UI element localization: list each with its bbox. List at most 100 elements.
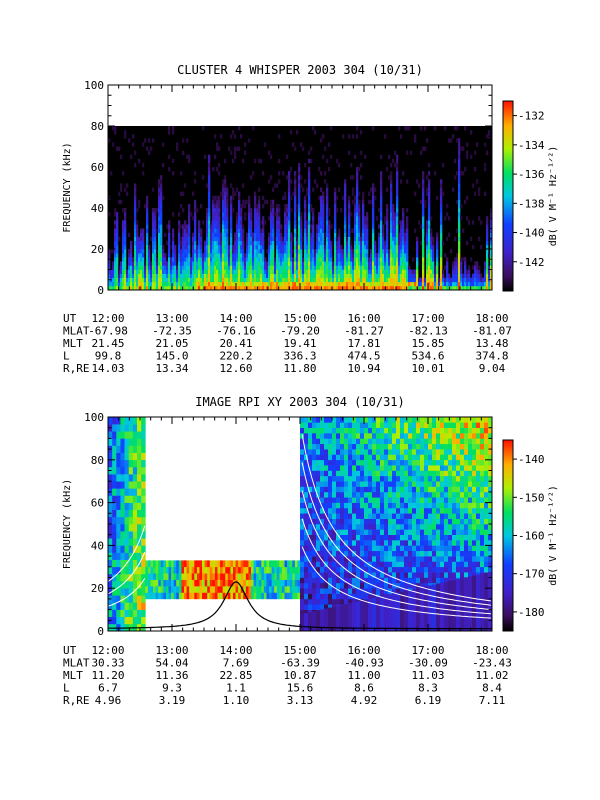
ephemeris-value: 18:00 — [475, 644, 508, 657]
ephemeris-value: -23.43 — [472, 657, 512, 670]
ephemeris-value: 17:00 — [411, 312, 444, 325]
rpi-block-middle — [145, 560, 301, 600]
ephemeris-value: 22.85 — [219, 669, 252, 682]
ephemeris-row-label: MLT — [63, 669, 83, 682]
colorbar-tick-label: -170 — [518, 568, 545, 581]
ephemeris-value: -81.07 — [472, 325, 512, 338]
ephemeris-value: -82.13 — [408, 325, 448, 338]
ephemeris-value: 14:00 — [219, 312, 252, 325]
colorbar-gradient — [502, 439, 514, 632]
ephemeris-row-label: L — [63, 350, 70, 363]
ephemeris-value: 12.60 — [219, 362, 252, 375]
y-tick-label: 40 — [91, 539, 104, 552]
rpi-block-early — [108, 417, 146, 632]
chart-title: IMAGE RPI XY 2003 304 (10/31) — [195, 395, 405, 409]
rpi-cutoff-curves — [107, 434, 491, 619]
ephemeris-value: 11.20 — [91, 669, 124, 682]
ephemeris-value: 21.45 — [91, 337, 124, 350]
ephemeris-value: 6.7 — [98, 682, 118, 695]
colorbar-tick-label: -150 — [518, 491, 545, 504]
spectrogram-data — [108, 126, 493, 291]
ephemeris-row-label: R,RE — [63, 362, 90, 375]
ephemeris-value: -63.39 — [280, 657, 320, 670]
ephemeris-value: -67.98 — [88, 325, 128, 338]
ephemeris-row-label: L — [63, 682, 70, 695]
ephemeris-value: 16:00 — [347, 644, 380, 657]
ephemeris-value: 14.03 — [91, 362, 124, 375]
ephemeris-value: -79.20 — [280, 325, 320, 338]
ephemeris-value: 145.0 — [155, 350, 188, 363]
ephemeris-value: 16:00 — [347, 312, 380, 325]
ephemeris-value: 374.8 — [475, 350, 508, 363]
ephemeris-value: 7.11 — [479, 694, 506, 707]
y-tick-label: 0 — [97, 284, 104, 297]
chart-title: CLUSTER 4 WHISPER 2003 304 (10/31) — [177, 63, 423, 77]
panel-2: IMAGE RPI XY 2003 304 (10/31) 0 20 40 60 80 10… — [62, 395, 559, 707]
ephemeris-value: 54.04 — [155, 657, 188, 670]
ephemeris-value: -40.93 — [344, 657, 384, 670]
ephemeris-value: 1.1 — [226, 682, 246, 695]
ephemeris-value: 336.3 — [283, 350, 316, 363]
x-axis — [107, 417, 493, 631]
ephemeris-value: 220.2 — [219, 350, 252, 363]
ephemeris-value: 99.8 — [95, 350, 122, 363]
ephemeris-value: 15.85 — [411, 337, 444, 350]
y-axis-label: FREQUENCY (kHz) — [62, 479, 73, 569]
panel-1: CLUSTER 4 WHISPER 2003 304 (10/31) 0 20 40 6… — [62, 63, 559, 375]
ephemeris-value: 30.33 — [91, 657, 124, 670]
rpi-low-freq-band — [300, 571, 493, 631]
colorbar-gradient — [502, 100, 514, 292]
x-axis — [107, 85, 493, 290]
y-axis: 0 20 40 60 80 100 FREQUENCY (kHz) — [62, 79, 492, 297]
ephemeris-row-label: UT — [63, 312, 77, 325]
ephemeris-table: UT 12:00 13:00 14:00 15:00 16:00 17:00 18:00 MLA… — [63, 644, 512, 707]
y-tick-label: 0 — [97, 625, 104, 638]
ephemeris-value: 474.5 — [347, 350, 380, 363]
ephemeris-value: 13.34 — [155, 362, 188, 375]
ephemeris-row-label: MLT — [63, 337, 83, 350]
ephemeris-row-label: MLAT — [63, 325, 90, 338]
ephemeris-value: 15:00 — [283, 312, 316, 325]
ephemeris-value: 6.19 — [415, 694, 442, 707]
colorbar-tick-label: -132 — [518, 110, 545, 123]
ephemeris-value: 20.41 — [219, 337, 252, 350]
colorbar: -140 -150 -160 -170 -180 dB( V M⁻¹ Hz⁻¹ᐟ²) — [502, 439, 559, 632]
ephemeris-table: UT 12:00 13:00 14:00 15:00 16:00 17:00 18:00 MLA… — [63, 312, 512, 375]
ephemeris-value: 4.96 — [95, 694, 122, 707]
y-tick-label: 80 — [91, 454, 104, 467]
ephemeris-value: -30.09 — [408, 657, 448, 670]
ephemeris-value: 10.94 — [347, 362, 380, 375]
colorbar-label: dB( V M⁻¹ Hz⁻¹ᐟ²) — [548, 146, 559, 247]
colorbar-tick-label: -142 — [518, 256, 545, 269]
ephemeris-value: 7.69 — [223, 657, 250, 670]
ephemeris-value: 18:00 — [475, 312, 508, 325]
ephemeris-value: 13.48 — [475, 337, 508, 350]
ephemeris-value: 12:00 — [91, 644, 124, 657]
ephemeris-value: -76.16 — [216, 325, 256, 338]
ephemeris-value: 8.4 — [482, 682, 502, 695]
y-tick-label: 20 — [91, 582, 104, 595]
rpi-block-late — [300, 417, 493, 632]
ephemeris-value: 15:00 — [283, 644, 316, 657]
colorbar-tick-label: -140 — [518, 453, 545, 466]
ephemeris-value: 11.00 — [347, 669, 380, 682]
ephemeris-value: -72.35 — [152, 325, 192, 338]
ephemeris-value: 8.3 — [418, 682, 438, 695]
ephemeris-value: 14:00 — [219, 644, 252, 657]
colorbar-tick-label: -134 — [518, 139, 545, 152]
ephemeris-value: 10.87 — [283, 669, 316, 682]
ephemeris-value: 9.04 — [479, 362, 506, 375]
ephemeris-value: 17.81 — [347, 337, 380, 350]
ephemeris-value: 19.41 — [283, 337, 316, 350]
ephemeris-value: 11.02 — [475, 669, 508, 682]
ephemeris-value: 17:00 — [411, 644, 444, 657]
y-axis: 0 20 40 60 80 100 FREQUENCY (kHz) — [62, 411, 492, 638]
ephemeris-row-label: MLAT — [63, 657, 90, 670]
colorbar-tick-label: -138 — [518, 197, 545, 210]
colorbar-tick-label: -160 — [518, 530, 545, 543]
ephemeris-value: 9.3 — [162, 682, 182, 695]
colorbar-tick-label: -140 — [518, 227, 545, 240]
